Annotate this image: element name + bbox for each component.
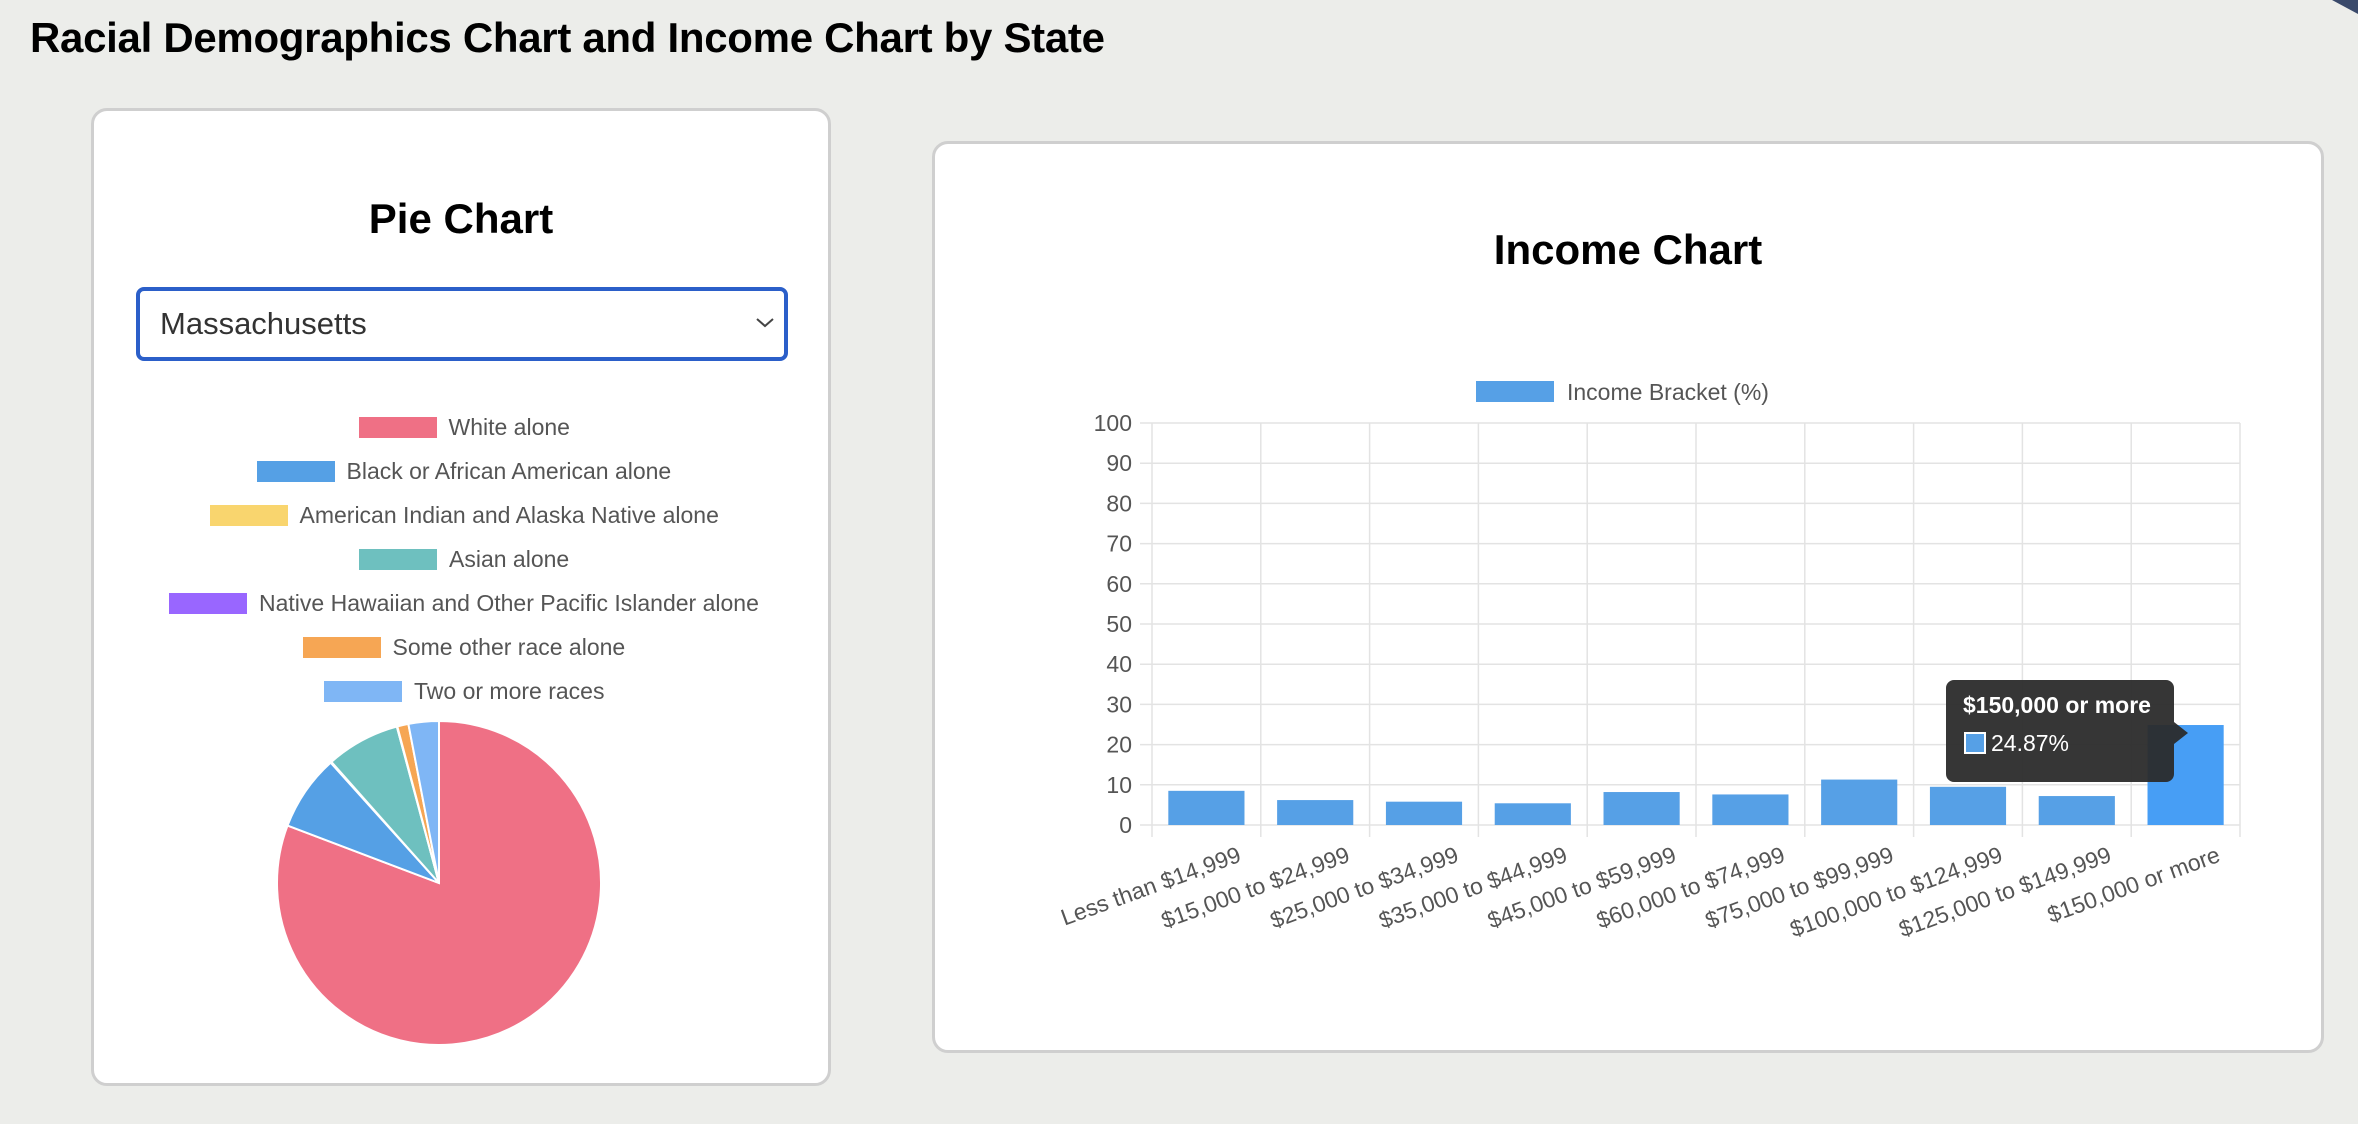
legend-swatch (169, 592, 247, 614)
y-tick-label: 0 (1119, 812, 1132, 838)
corner-decoration (2332, 0, 2358, 14)
chevron-down-icon (756, 318, 774, 328)
bar-legend-label: Income Bracket (%) (1567, 379, 1769, 405)
bar[interactable] (1385, 801, 1463, 825)
legend-label: Asian alone (449, 545, 570, 572)
tooltip-background (1946, 680, 2188, 782)
income-chart-card: Income Chart Income Bracket (%) 0 10 20 30 40… (932, 141, 2324, 1053)
legend-swatch (302, 636, 381, 658)
pie-slice[interactable] (407, 719, 440, 884)
pie-legend-item[interactable]: White alone (358, 405, 570, 449)
legend-label: Native Hawaiian and Other Pacific Island… (259, 589, 759, 616)
pie-legend-item[interactable]: Some other race alone (302, 625, 626, 669)
tooltip-title: $150,000 or more (1963, 692, 2151, 718)
y-tick-label: 30 (1106, 691, 1132, 717)
bar[interactable] (1929, 786, 2007, 825)
y-tick-label: 20 (1106, 732, 1132, 758)
bar[interactable] (1494, 803, 1571, 825)
legend-label: Black or African American alone (346, 457, 672, 484)
pie-chart-card: Pie Chart Massachusetts White alone Black… (91, 108, 831, 1086)
legend-swatch (1476, 381, 1554, 402)
tooltip-swatch (1964, 732, 1986, 754)
legend-swatch (256, 460, 335, 482)
legend-label: Some other race alone (392, 633, 626, 660)
legend-swatch (359, 548, 437, 570)
y-tick-label: 60 (1106, 571, 1132, 597)
legend-label: American Indian and Alaska Native alone (299, 501, 719, 528)
legend-label: Two or more races (414, 677, 605, 704)
y-tick-label: 90 (1106, 450, 1132, 476)
pie-legend-item[interactable]: American Indian and Alaska Native alone (209, 493, 719, 537)
bar[interactable] (1603, 792, 1680, 825)
y-tick-label: 50 (1106, 611, 1132, 637)
income-bar-chart: Income Bracket (%) 0 10 20 30 40 50 60 70 80 90 100… (1057, 379, 2241, 942)
legend-swatch (324, 680, 402, 702)
state-select[interactable]: Massachusetts (136, 287, 788, 361)
legend-label: White alone (448, 413, 570, 440)
pie-chart (276, 719, 602, 1046)
pie-legend-item[interactable]: Asian alone (359, 537, 569, 581)
legend-swatch (358, 416, 437, 438)
pie-chart-title: Pie Chart (368, 195, 554, 242)
y-tick-label: 80 (1106, 490, 1132, 516)
bar[interactable] (1168, 790, 1245, 825)
pie-legend-item[interactable]: Two or more races (324, 669, 604, 713)
bar[interactable] (1712, 794, 1789, 825)
tooltip-value: 24.87% (1991, 730, 2069, 756)
y-tick-label: 100 (1094, 410, 1132, 436)
income-chart-title: Income Chart (1493, 226, 1763, 273)
bar[interactable] (1277, 800, 1354, 825)
y-tick-label: 40 (1106, 651, 1132, 677)
y-tick-label: 70 (1106, 531, 1132, 557)
pie-legend-item[interactable]: Native Hawaiian and Other Pacific Island… (169, 581, 759, 625)
x-tick-label: Less than $14,999 (1057, 841, 1244, 930)
state-select-value: Massachusetts (160, 306, 367, 341)
legend-swatch (209, 504, 288, 526)
y-tick-label: 10 (1106, 772, 1132, 798)
bar-legend[interactable]: Income Bracket (%) (1476, 379, 1769, 405)
chart-grid (1140, 422, 2241, 837)
pie-legend-item[interactable]: Black or African American alone (256, 449, 672, 493)
bar[interactable] (1821, 779, 1898, 825)
bar[interactable] (2038, 796, 2115, 825)
page-title: Racial Demographics Chart and Income Cha… (30, 14, 1105, 61)
bar-tooltip: $150,000 or more 24.87% (1946, 680, 2188, 782)
